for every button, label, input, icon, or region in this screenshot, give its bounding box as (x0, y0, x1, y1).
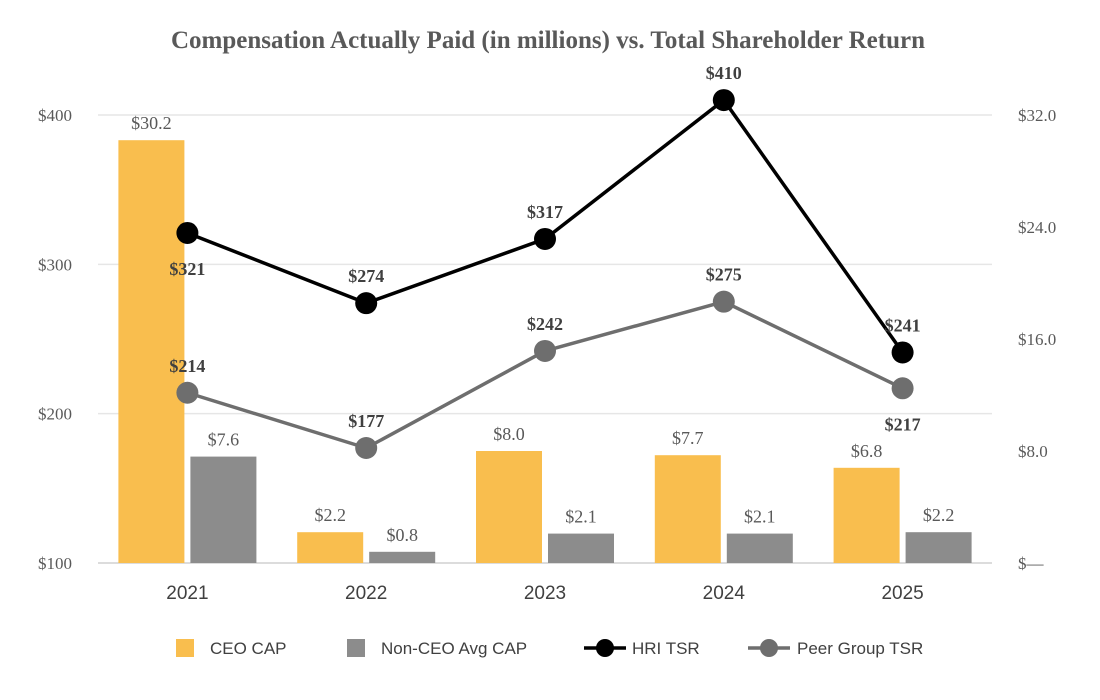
bar-non-ceo-cap (190, 456, 257, 563)
left-axis: $100 $200 $300 $400 (38, 106, 72, 573)
line-point (355, 292, 378, 315)
bar-non-ceo-cap (726, 533, 793, 563)
legend-marker-peer-group-tsr (760, 639, 778, 657)
line-data-label: $274 (348, 266, 384, 286)
bar-ceo-cap (833, 467, 900, 563)
line-data-label: $275 (706, 265, 742, 285)
left-tick-label: $100 (38, 554, 72, 573)
right-tick-label: $8.0 (1018, 442, 1048, 461)
right-tick-label: $32.0 (1018, 106, 1056, 125)
legend-swatch-non-ceo-cap (347, 639, 365, 657)
bar-non-ceo-cap (548, 533, 614, 563)
line-data-label: $317 (527, 202, 563, 222)
bar-data-label: $2.1 (565, 507, 597, 527)
x-tick-label: 2023 (524, 583, 566, 604)
bar-ceo-cap (118, 140, 185, 563)
legend-marker-hri-tsr (596, 639, 614, 657)
chart-title: Compensation Actually Paid (in millions)… (171, 27, 925, 54)
legend-label-ceo-cap: CEO CAP (210, 639, 287, 658)
legend-swatch-ceo-cap (176, 639, 194, 657)
legend-label-hri-tsr: HRI TSR (632, 639, 700, 658)
line-data-label: $217 (885, 414, 921, 434)
line-point (176, 221, 199, 244)
right-tick-label: $16.0 (1018, 330, 1056, 349)
line-data-label: $321 (169, 259, 205, 279)
line-data-label: $410 (706, 63, 742, 83)
line-point (534, 339, 556, 362)
bar-series: $30.2 $7.6 $2.2 $0.8 $8.0 $2.1 $7.7 $2.1 $6.8 $2.… (118, 113, 972, 563)
bar-non-ceo-cap (369, 551, 436, 563)
line-point (355, 437, 378, 460)
right-tick-label: $24.0 (1018, 218, 1056, 237)
line-point (176, 381, 199, 404)
line-data-label: $242 (527, 314, 563, 334)
x-tick-label: 2021 (166, 583, 208, 604)
legend-label-peer-group-tsr: Peer Group TSR (797, 639, 923, 658)
bar-ceo-cap (654, 455, 721, 563)
bar-data-label: $2.2 (923, 505, 955, 525)
bar-data-label: $6.8 (851, 441, 883, 461)
bar-data-label: $7.7 (672, 428, 704, 448)
right-tick-label: $— (1018, 554, 1045, 573)
bar-data-label: $2.1 (744, 507, 776, 527)
bar-data-label: $0.8 (386, 525, 418, 545)
bar-data-label: $30.2 (131, 113, 172, 133)
x-tick-label: 2025 (881, 583, 923, 604)
line-data-label: $214 (169, 356, 205, 376)
bar-data-label: $7.6 (208, 430, 240, 450)
left-tick-label: $400 (38, 106, 72, 125)
bar-ceo-cap (297, 532, 364, 563)
left-tick-label: $300 (38, 255, 72, 274)
legend-label-non-ceo-cap: Non-CEO Avg CAP (381, 639, 527, 658)
bar-data-label: $8.0 (493, 424, 525, 444)
x-axis: 2021 2022 2023 2024 2025 (166, 583, 923, 604)
bar-non-ceo-cap (905, 532, 972, 563)
legend: CEO CAP Non-CEO Avg CAP HRI TSR Peer Group … (176, 639, 923, 658)
line-data-label: $177 (348, 411, 384, 431)
line-point (712, 89, 735, 112)
bar-ceo-cap (476, 451, 542, 563)
right-axis: $— $8.0 $16.0 $24.0 $32.0 (1018, 106, 1056, 573)
bar-data-label: $2.2 (314, 505, 346, 525)
line-point (712, 290, 735, 313)
x-tick-label: 2022 (345, 583, 387, 604)
line-point (534, 227, 556, 250)
line-point (891, 341, 914, 364)
line-series: $321 $274 $317 $410 $241 $214 $177 $242 $275 $217 (169, 63, 921, 460)
x-tick-label: 2024 (703, 583, 746, 604)
line-data-label: $241 (885, 315, 921, 335)
line-point (891, 377, 914, 400)
left-tick-label: $200 (38, 405, 72, 424)
